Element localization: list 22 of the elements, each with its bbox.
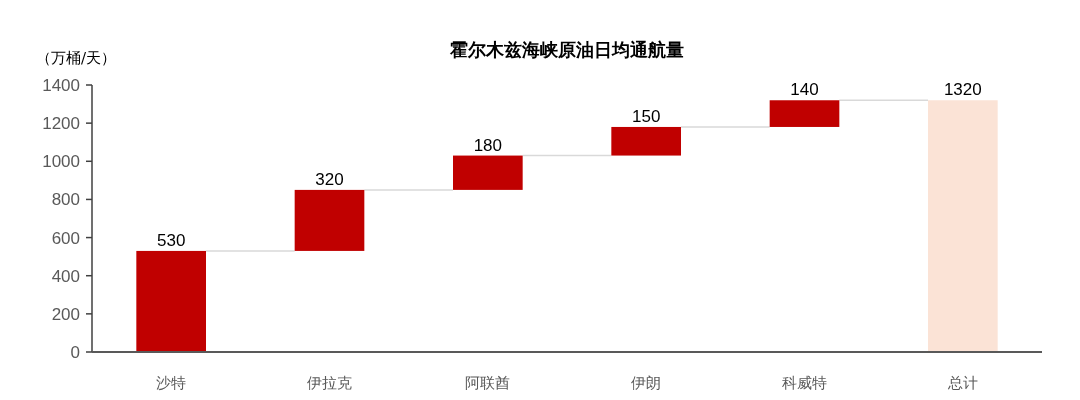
y-tick-label: 1200 [42,114,80,134]
y-tick-label: 600 [51,228,80,248]
data-label: 150 [631,106,661,126]
data-label: 1320 [943,80,982,100]
data-label: 320 [315,169,344,189]
data-label: 140 [790,80,819,100]
y-tick-label: 0 [70,343,80,362]
x-tick-label: 伊朗 [631,374,662,392]
data-label: 530 [156,230,186,250]
y-tick-label: 800 [51,190,80,210]
data-label: 180 [473,135,503,155]
y-tick-label: 200 [51,304,80,324]
y-tick-label: 1400 [42,76,80,95]
y-tick-label: 1000 [42,152,80,172]
y-axis-title: （万桶/天） [36,49,117,67]
y-tick-label: 400 [51,266,80,286]
x-tick-label: 伊拉克 [307,374,352,392]
x-tick-label: 总计 [946,374,978,392]
x-tick-label: 科威特 [782,374,827,392]
x-tick-label: 阿联酋 [465,374,511,392]
chart-title: 霍尔木兹海峡原油日均通航量 [449,39,684,60]
x-tick-label: 沙特 [156,374,187,392]
